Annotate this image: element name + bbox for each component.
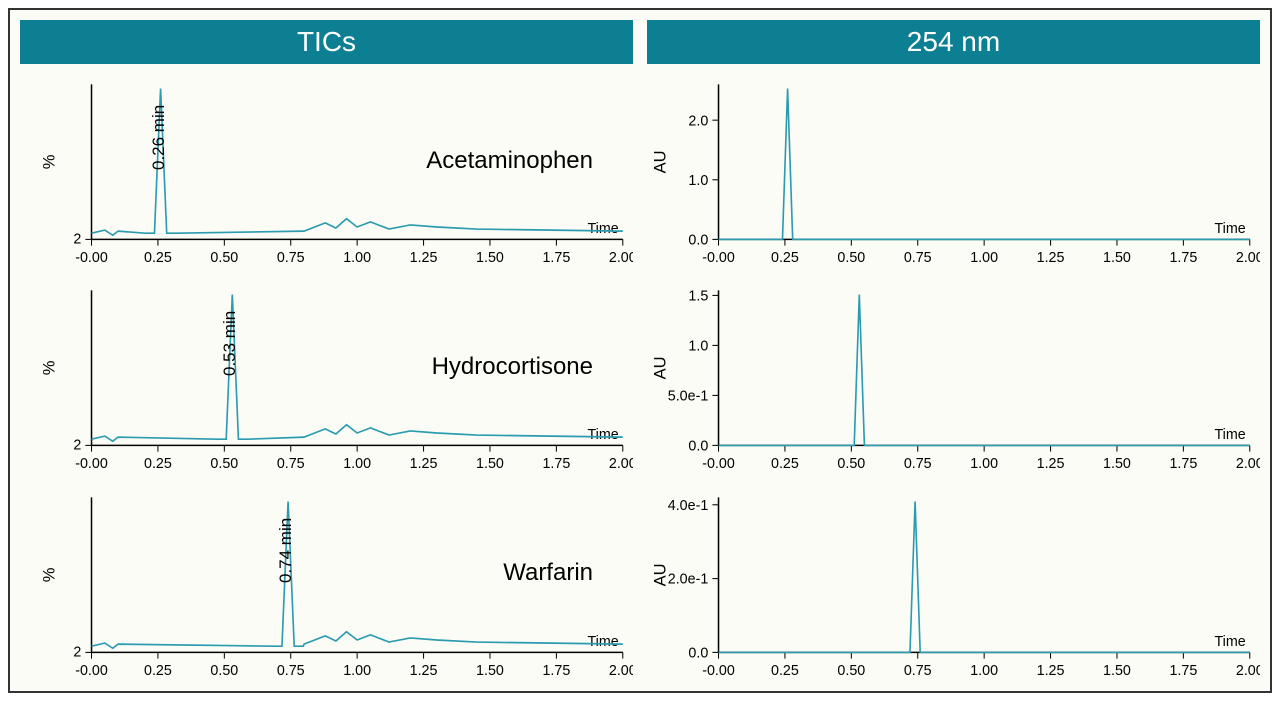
svg-text:0.0: 0.0 (688, 645, 708, 661)
svg-text:2: 2 (73, 644, 81, 660)
svg-text:1.50: 1.50 (1103, 250, 1131, 266)
uv-chart-warfarin: 0.0 2.0e-1 4.0e-1 AU -0.00 0.25 0.50 0.75 1.00 1.… (647, 485, 1260, 681)
svg-text:Time: Time (587, 221, 618, 237)
svg-text:1.00: 1.00 (343, 250, 371, 266)
svg-text:1.50: 1.50 (476, 663, 504, 679)
svg-text:1.50: 1.50 (476, 456, 504, 472)
svg-text:Time: Time (1214, 221, 1245, 237)
svg-text:0.50: 0.50 (210, 456, 238, 472)
peak-rt-label: 0.53 min (220, 311, 240, 376)
svg-text:1.50: 1.50 (1103, 456, 1131, 472)
chart-grid: 2% -0.00 0.25 0.50 0.75 1.00 1.25 1.50 1.75 2.00 T… (20, 72, 1260, 681)
svg-text:0.50: 0.50 (837, 663, 865, 679)
svg-text:0.25: 0.25 (771, 250, 799, 266)
svg-text:0.0: 0.0 (688, 439, 708, 455)
svg-text:1.5: 1.5 (688, 289, 708, 305)
svg-text:0.75: 0.75 (904, 663, 932, 679)
svg-text:-0.00: -0.00 (75, 663, 108, 679)
svg-text:1.00: 1.00 (343, 663, 371, 679)
compound-label: Warfarin (503, 559, 593, 587)
svg-text:2.0e-1: 2.0e-1 (668, 571, 709, 587)
svg-text:%: % (41, 154, 59, 169)
svg-text:2: 2 (73, 231, 81, 247)
svg-text:0.50: 0.50 (210, 250, 238, 266)
svg-text:0.75: 0.75 (277, 250, 305, 266)
svg-text:4.0e-1: 4.0e-1 (668, 498, 709, 514)
svg-text:0.75: 0.75 (904, 250, 932, 266)
uv-chart-acetaminophen: 0.0 1.0 2.0 AU -0.00 0.25 0.50 0.75 1.00 1.25 1.50… (647, 72, 1260, 268)
svg-text:1.25: 1.25 (1037, 456, 1065, 472)
svg-text:1.25: 1.25 (410, 456, 438, 472)
svg-text:0.25: 0.25 (771, 456, 799, 472)
svg-text:2.00: 2.00 (609, 456, 633, 472)
svg-text:1.00: 1.00 (970, 456, 998, 472)
svg-text:1.00: 1.00 (970, 663, 998, 679)
header-left: TICs (20, 20, 633, 64)
svg-text:0.25: 0.25 (771, 663, 799, 679)
svg-text:%: % (41, 360, 59, 375)
svg-text:1.25: 1.25 (410, 250, 438, 266)
svg-text:1.25: 1.25 (1037, 250, 1065, 266)
svg-text:0.75: 0.75 (277, 663, 305, 679)
svg-text:1.75: 1.75 (542, 456, 570, 472)
svg-text:1.75: 1.75 (542, 250, 570, 266)
figure-frame: TICs 254 nm 2% -0.00 0.25 0.50 0.75 1.00 1.25 1… (8, 8, 1272, 693)
svg-text:2.00: 2.00 (1236, 250, 1260, 266)
svg-text:1.75: 1.75 (1169, 663, 1197, 679)
svg-text:-0.00: -0.00 (75, 250, 108, 266)
compound-label: Hydrocortisone (432, 353, 593, 381)
svg-text:0.50: 0.50 (210, 663, 238, 679)
svg-text:%: % (41, 567, 59, 582)
svg-text:Time: Time (587, 427, 618, 443)
svg-text:0.50: 0.50 (837, 456, 865, 472)
svg-text:1.00: 1.00 (970, 250, 998, 266)
svg-text:AU: AU (651, 357, 669, 380)
svg-text:1.50: 1.50 (1103, 663, 1131, 679)
svg-text:0.25: 0.25 (144, 663, 172, 679)
uv-chart-hydrocortisone: 0.0 5.0e-1 1.0 1.5 AU -0.00 0.25 0.50 0.75 1.00 1.… (647, 278, 1260, 474)
svg-text:Time: Time (1214, 427, 1245, 443)
compound-label: Acetaminophen (426, 147, 593, 175)
svg-text:5.0e-1: 5.0e-1 (668, 389, 709, 405)
svg-text:0.25: 0.25 (144, 456, 172, 472)
svg-text:AU: AU (651, 563, 669, 586)
svg-text:1.0: 1.0 (688, 173, 708, 189)
svg-text:Time: Time (587, 634, 618, 650)
svg-text:1.25: 1.25 (1037, 663, 1065, 679)
tic-chart-warfarin: 2% -0.00 0.25 0.50 0.75 1.00 1.25 1.50 1.75 2.00 T… (20, 485, 633, 681)
svg-text:1.25: 1.25 (410, 663, 438, 679)
svg-text:0.25: 0.25 (144, 250, 172, 266)
svg-text:0.0: 0.0 (688, 232, 708, 248)
svg-text:Time: Time (1214, 634, 1245, 650)
svg-text:1.0: 1.0 (688, 339, 708, 355)
svg-text:2: 2 (73, 438, 81, 454)
svg-text:2.0: 2.0 (688, 113, 708, 129)
tic-chart-hydrocortisone: 2% -0.00 0.25 0.50 0.75 1.00 1.25 1.50 1.75 2.00 T… (20, 278, 633, 474)
svg-text:1.75: 1.75 (1169, 250, 1197, 266)
svg-text:-0.00: -0.00 (75, 456, 108, 472)
svg-text:1.00: 1.00 (343, 456, 371, 472)
svg-text:-0.00: -0.00 (702, 250, 735, 266)
header-right: 254 nm (647, 20, 1260, 64)
svg-text:0.50: 0.50 (837, 250, 865, 266)
svg-text:2.00: 2.00 (1236, 456, 1260, 472)
svg-text:-0.00: -0.00 (702, 663, 735, 679)
svg-text:1.75: 1.75 (542, 663, 570, 679)
tic-chart-acetaminophen: 2% -0.00 0.25 0.50 0.75 1.00 1.25 1.50 1.75 2.00 T… (20, 72, 633, 268)
svg-text:1.75: 1.75 (1169, 456, 1197, 472)
svg-text:2.00: 2.00 (609, 663, 633, 679)
svg-text:AU: AU (651, 150, 669, 173)
svg-text:2.00: 2.00 (609, 250, 633, 266)
svg-text:2.00: 2.00 (1236, 663, 1260, 679)
peak-rt-label: 0.74 min (276, 518, 296, 583)
svg-text:0.75: 0.75 (277, 456, 305, 472)
svg-text:0.75: 0.75 (904, 456, 932, 472)
column-headers: TICs 254 nm (20, 20, 1260, 64)
svg-text:1.50: 1.50 (476, 250, 504, 266)
peak-rt-label: 0.26 min (149, 105, 169, 170)
svg-text:-0.00: -0.00 (702, 456, 735, 472)
